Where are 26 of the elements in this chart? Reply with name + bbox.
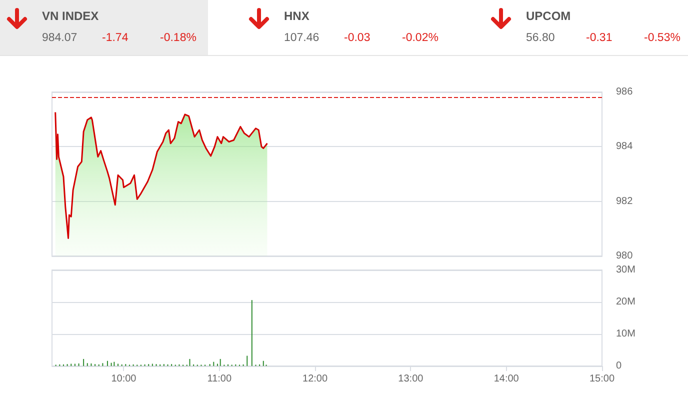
text: 107.46 xyxy=(284,32,320,44)
category-label: UPCOM xyxy=(526,9,571,23)
y-tick-label: 980 xyxy=(616,250,634,262)
text: -1.74 xyxy=(102,32,128,44)
x-tick-label: 14:00 xyxy=(494,374,520,384)
y-tick-label: 984 xyxy=(616,141,634,152)
text: -0.31 xyxy=(586,32,612,44)
y-tick-label: 986 xyxy=(616,86,634,98)
x-tick-label: 10:00 xyxy=(111,374,137,384)
y-tick-label: 30M xyxy=(616,264,636,276)
x-tick-label: 12:00 xyxy=(302,374,328,384)
text: -0.02% xyxy=(402,32,438,44)
category-label: VN INDEX xyxy=(42,9,99,23)
y-tick-label: 982 xyxy=(616,196,634,207)
x-tick-label: 11:00 xyxy=(207,374,232,384)
y-tick-label: 20M xyxy=(616,296,636,308)
y-tick-label: 10M xyxy=(616,328,636,340)
x-tick-label: 13:00 xyxy=(398,374,424,384)
text: 56.80 xyxy=(526,32,555,44)
category-label: HNX xyxy=(284,9,310,23)
text: -0.18% xyxy=(160,32,196,44)
y-tick-label: 0 xyxy=(616,360,622,372)
x-tick-label: 15:00 xyxy=(589,374,615,384)
text: 984.07 xyxy=(42,32,78,44)
text: -0.53% xyxy=(644,32,680,44)
text: -0.03 xyxy=(344,32,370,44)
